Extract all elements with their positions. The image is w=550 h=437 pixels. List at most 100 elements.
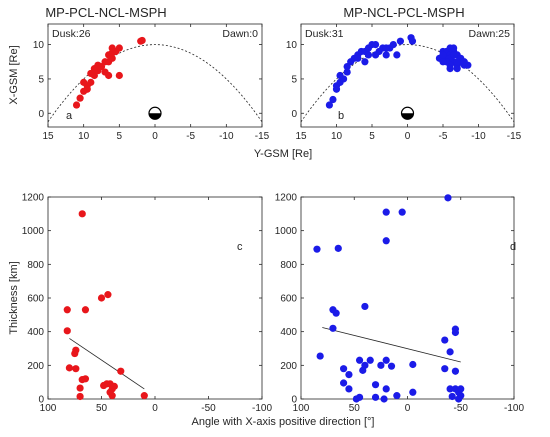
y-tick-label: 400 bbox=[27, 327, 44, 338]
x-tick-label: 50 bbox=[96, 403, 108, 414]
data-point bbox=[382, 356, 390, 364]
earth-night-side bbox=[149, 113, 161, 120]
data-point bbox=[409, 360, 417, 369]
data-point bbox=[408, 37, 417, 45]
data-point bbox=[334, 244, 342, 252]
panel-b: MP-NCL-PCL-MSPH 15 10 5 0 -5 -10 -15 0 5 10 Dusk:… bbox=[286, 5, 522, 142]
data-point bbox=[340, 379, 348, 387]
bottom-x-axis-label: Angle with X-axis positive direction [°] bbox=[192, 416, 375, 428]
data-point bbox=[446, 348, 454, 356]
data-point bbox=[336, 71, 344, 80]
data-point bbox=[451, 328, 460, 337]
panel-a-title: MP-PCL-NCL-MSPH bbox=[45, 5, 166, 20]
panel-d-label: d bbox=[510, 241, 516, 253]
data-point bbox=[371, 41, 380, 49]
data-point bbox=[76, 384, 84, 392]
data-point bbox=[80, 78, 88, 86]
data-point bbox=[355, 356, 364, 364]
x-tick-label: 15 bbox=[42, 131, 54, 142]
data-point bbox=[100, 381, 108, 390]
data-point bbox=[115, 71, 123, 80]
data-point bbox=[345, 370, 353, 379]
data-point bbox=[380, 395, 388, 403]
data-point bbox=[110, 382, 118, 390]
data-point bbox=[441, 336, 449, 344]
panel-b-points bbox=[325, 34, 472, 109]
x-tick-label: 10 bbox=[331, 131, 343, 142]
panel-a-dusk-count: Dusk:26 bbox=[52, 28, 91, 40]
data-point bbox=[377, 361, 385, 369]
top-x-axis-label: Y-GSM [Re] bbox=[254, 148, 312, 160]
data-point bbox=[361, 58, 369, 66]
data-point bbox=[63, 327, 71, 335]
data-point bbox=[382, 237, 390, 245]
data-point bbox=[115, 44, 123, 52]
panel-d-frame bbox=[300, 196, 515, 400]
data-point bbox=[332, 309, 340, 317]
panel-b-dusk-count: Dusk:31 bbox=[305, 28, 344, 40]
data-point bbox=[316, 352, 324, 360]
y-tick-label: 800 bbox=[27, 260, 44, 271]
data-point bbox=[83, 85, 91, 93]
data-point bbox=[382, 44, 390, 52]
x-tick-label: -5 bbox=[186, 131, 195, 142]
data-point bbox=[343, 68, 351, 76]
data-point bbox=[76, 94, 84, 102]
y-tick-label: 600 bbox=[27, 294, 44, 305]
x-tick-label: 15 bbox=[295, 131, 307, 142]
data-point bbox=[393, 392, 401, 400]
y-tick-label: 1200 bbox=[22, 193, 45, 204]
panel-d-fit-line bbox=[322, 327, 461, 363]
data-point bbox=[78, 210, 86, 218]
data-point bbox=[444, 194, 452, 202]
y-tick-label: 0 bbox=[291, 395, 297, 406]
y-tick-label: 5 bbox=[291, 74, 297, 85]
data-point bbox=[94, 61, 102, 69]
panel-a-dawn-count: Dawn:0 bbox=[222, 28, 258, 40]
panel-b-title: MP-NCL-PCL-MSPH bbox=[343, 5, 464, 20]
data-point bbox=[71, 349, 79, 358]
panel-d: 100 50 0 -50 -100 0 200 400 600 800 1000 1200 d bbox=[275, 193, 525, 415]
panel-b-label: b bbox=[338, 110, 344, 122]
x-tick-label: -50 bbox=[201, 403, 216, 414]
data-point bbox=[396, 37, 404, 45]
y-tick-label: 200 bbox=[280, 361, 297, 372]
data-point bbox=[354, 54, 362, 62]
data-point bbox=[448, 392, 456, 401]
data-point bbox=[359, 366, 367, 374]
panel-c-fit-line bbox=[69, 338, 145, 390]
data-point bbox=[97, 294, 106, 302]
panel-c: 100 50 0 -50 -100 0 200 400 600 800 1000 1200 c bbox=[22, 193, 273, 415]
x-tick-label: -10 bbox=[219, 131, 234, 142]
panel-c-frame bbox=[47, 196, 263, 400]
y-tick-label: 200 bbox=[27, 361, 44, 372]
panel-d-ticks: 100 50 0 -50 -100 0 200 400 600 800 1000 1200 bbox=[275, 193, 525, 415]
y-tick-label: 1000 bbox=[22, 226, 45, 237]
data-point bbox=[364, 51, 373, 59]
data-point bbox=[81, 306, 90, 314]
earth-night-side bbox=[401, 113, 414, 120]
data-point bbox=[65, 364, 73, 372]
y-tick-label: 10 bbox=[33, 40, 45, 51]
panel-a-ticks: 15 10 5 0 -5 -10 -15 0 5 10 bbox=[33, 24, 270, 142]
data-point bbox=[450, 51, 458, 59]
data-point bbox=[108, 44, 116, 52]
panel-b-dawn-count: Dawn:25 bbox=[469, 28, 511, 40]
data-point bbox=[441, 365, 449, 373]
x-tick-label: 100 bbox=[40, 403, 57, 414]
y-tick-label: 800 bbox=[280, 260, 297, 271]
data-point bbox=[72, 101, 81, 109]
data-point bbox=[63, 306, 71, 314]
top-y-axis-label: X-GSM [Re] bbox=[8, 45, 20, 104]
data-point bbox=[361, 302, 369, 311]
data-point bbox=[138, 36, 146, 45]
data-point bbox=[101, 68, 109, 76]
data-point bbox=[387, 362, 396, 370]
x-tick-label: 0 bbox=[152, 131, 158, 142]
panel-a: MP-PCL-NCL-MSPH 15 10 5 0 -5 -10 -15 0 5 10 Dusk:… bbox=[33, 5, 270, 142]
data-point bbox=[453, 58, 461, 66]
y-tick-label: 0 bbox=[291, 109, 297, 120]
x-tick-label: -15 bbox=[507, 131, 522, 142]
data-point bbox=[446, 65, 454, 73]
data-point bbox=[409, 388, 417, 396]
